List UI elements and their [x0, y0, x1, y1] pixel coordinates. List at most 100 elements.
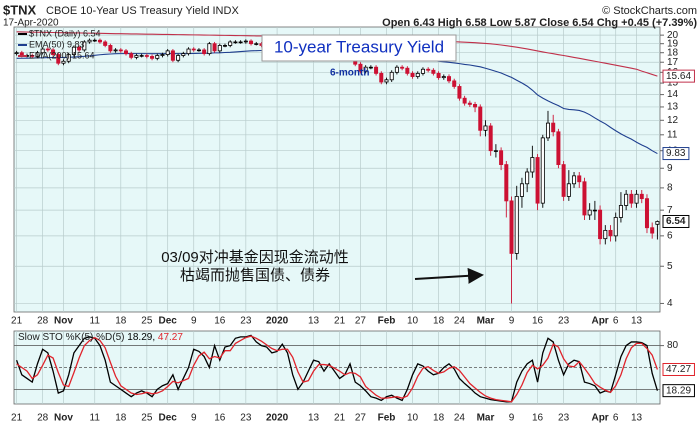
x-tick-label: Feb: [378, 316, 396, 327]
y-tick-label: 6: [667, 230, 673, 241]
quote: Open 6.43 High 6.58 Low 5.87 Close 6.54 …: [382, 17, 697, 29]
candle-body: [87, 39, 92, 43]
candle-body: [139, 55, 144, 57]
candle-body: [592, 209, 597, 212]
x-tick-label: Feb: [378, 413, 396, 424]
y-tick-label: 13: [667, 102, 679, 113]
last-value-box: [662, 384, 695, 398]
candle-body: [222, 45, 227, 47]
candle-body: [181, 53, 186, 56]
candle-body: [56, 54, 61, 64]
candle-body: [202, 49, 207, 55]
candle-body: [540, 137, 545, 204]
x-tick-label: 27: [355, 316, 367, 327]
candle-body: [394, 66, 399, 73]
x-tick-label: Nov: [54, 413, 73, 424]
y-tick-label: 5: [667, 261, 673, 272]
last-value-label: 9.83: [666, 148, 686, 159]
x-tick-label: 13: [308, 413, 320, 424]
x-tick-label: 10: [407, 316, 419, 327]
stoch-legend: Slow STO %K(5) %D(5) 18.29, 47.27: [18, 332, 183, 343]
stoch-title: Slow STO %K(5) %D(5): [18, 332, 125, 343]
candle-body: [30, 55, 35, 57]
candle-body: [420, 68, 425, 74]
candle-body: [504, 164, 509, 202]
x-tick-label: 2020: [266, 316, 289, 327]
candle-body: [473, 104, 478, 108]
x-tick-label: 13: [631, 316, 643, 327]
candle-body: [170, 50, 175, 61]
x-tick-label: 18: [433, 316, 445, 327]
candle-body: [618, 205, 623, 218]
x-tick-label: 10: [407, 413, 419, 424]
candle-body: [483, 125, 488, 131]
y-tick-label: 18: [667, 47, 679, 58]
candle-body: [452, 80, 457, 87]
title-box: [261, 34, 457, 62]
candle-body: [441, 76, 446, 79]
annotation: 03/09对冲基金因现金流动性: [161, 249, 349, 266]
marks: [14, 31, 660, 403]
candle-body: [566, 183, 571, 197]
x-tick-label: 11: [90, 316, 101, 327]
candle-body: [639, 193, 644, 200]
last-value-label: 47.27: [666, 364, 691, 375]
x-tick-label: 16: [532, 413, 544, 424]
x-tick-label: 21: [11, 316, 23, 327]
candle-body: [113, 49, 118, 52]
x-tick-label: 18: [433, 413, 445, 424]
candle-body: [71, 46, 76, 55]
candle-body: [514, 196, 519, 254]
candle-body: [488, 125, 493, 152]
x-tick-label: 21: [334, 316, 346, 327]
candle-body: [598, 209, 603, 240]
x-tick-label: Apr: [591, 413, 608, 424]
candle-body: [150, 56, 155, 59]
candle-body: [655, 221, 660, 225]
candle-body: [400, 66, 405, 69]
candle-body: [368, 66, 373, 69]
candle-body: [207, 43, 212, 55]
candle-body: [108, 45, 113, 52]
candle-body: [384, 79, 389, 83]
candle-body: [186, 48, 191, 55]
legend-entry: 18.29,: [127, 332, 155, 343]
candle-body: [499, 150, 504, 165]
x-tick-label: 13: [308, 316, 320, 327]
candle-body: [155, 55, 160, 59]
candle-body: [462, 97, 467, 104]
chart-title: 10-year Treasury Yield: [274, 37, 444, 56]
candle-body: [624, 193, 629, 206]
candle-body: [525, 171, 530, 185]
annotation-arrow: [414, 267, 484, 284]
line-series: [16, 335, 659, 403]
y-tick-label: 7: [667, 205, 673, 216]
y-tick-label: 12: [667, 115, 679, 126]
line-series: [15, 334, 659, 403]
y-tick-label: 11: [667, 129, 678, 140]
candle-body: [530, 157, 535, 173]
candle-body: [92, 39, 97, 42]
x-tick-label: 28: [37, 413, 49, 424]
candle-body: [45, 48, 50, 51]
y-tick-label: 80: [667, 340, 679, 351]
last-value-label: 18.29: [666, 385, 691, 396]
candle-body: [160, 54, 165, 56]
candle-body: [556, 131, 561, 165]
candle-body: [243, 40, 248, 43]
candle-body: [82, 41, 87, 51]
candle-body: [40, 48, 45, 54]
x-tick-label: 25: [141, 413, 153, 424]
y-tick-label: 20: [667, 30, 679, 41]
candle-body: [634, 193, 639, 204]
candle-body: [14, 52, 19, 55]
candle-body: [389, 71, 394, 81]
x-tick-label: 28: [37, 316, 49, 327]
ticker: $TNX: [3, 2, 37, 17]
x-tick-label: Dec: [159, 413, 178, 424]
candle-body: [613, 217, 618, 237]
candle-body: [217, 45, 222, 52]
candle-body: [66, 54, 71, 62]
x-tick-label: 2020: [266, 413, 289, 424]
y-tick-label: 15: [667, 78, 679, 89]
